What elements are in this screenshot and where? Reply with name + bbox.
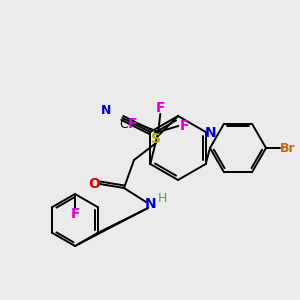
Text: O: O bbox=[88, 177, 100, 191]
Text: H: H bbox=[157, 191, 167, 205]
Text: F: F bbox=[128, 117, 137, 131]
Text: Br: Br bbox=[280, 142, 296, 154]
Text: N: N bbox=[101, 103, 112, 116]
Text: C: C bbox=[119, 118, 128, 131]
Text: N: N bbox=[145, 197, 157, 211]
Text: F: F bbox=[70, 207, 80, 221]
Text: S: S bbox=[151, 132, 161, 146]
Text: F: F bbox=[179, 119, 189, 133]
Text: F: F bbox=[155, 101, 165, 115]
Text: N: N bbox=[205, 126, 217, 140]
